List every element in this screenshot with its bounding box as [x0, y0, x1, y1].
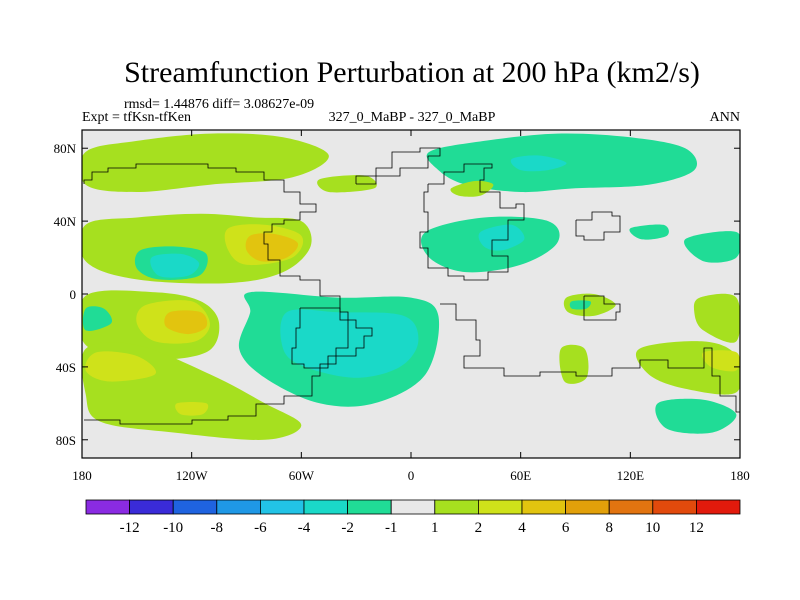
contour-region-level-2 [317, 175, 377, 193]
colorbar-label: 6 [562, 520, 570, 536]
experiment-label: Expt = tfKsn-tfKen [82, 110, 191, 125]
contour-region-level-6 [164, 310, 208, 335]
contour-region-level-2 [82, 133, 329, 192]
colorbar: -12 -10 -8 -6 -4 -2 -1 1 2 4 6 8 10 12 [85, 499, 741, 536]
colorbar-swatch [521, 499, 566, 515]
coastline [440, 303, 740, 432]
contour-region-level--2 [150, 253, 200, 278]
x-tick-label: 120E [617, 468, 645, 483]
coastline [83, 163, 349, 425]
contour-region-level--2 [478, 224, 525, 251]
contour-region-level-6 [245, 233, 299, 262]
x-tick-label: 0 [408, 468, 415, 483]
chart-title: Streamfunction Perturbation at 200 hPa (… [124, 56, 700, 89]
colorbar-swatch [390, 499, 436, 515]
coastlines [83, 147, 740, 432]
colorbar-label: -4 [298, 520, 311, 536]
y-axis: 80N 40N 0 40S 80S [54, 141, 740, 448]
coastline [419, 163, 525, 281]
colorbar-swatch [85, 499, 130, 515]
colorbar-label: -12 [120, 520, 140, 536]
contour-region-level--1 [655, 398, 737, 434]
colorbar-label: 2 [475, 520, 483, 536]
colorbar-swatch [477, 499, 523, 515]
coastline [575, 211, 621, 241]
colorbar-swatch [434, 499, 479, 515]
contour-region-level-4 [175, 401, 209, 416]
colorbar-swatch [216, 499, 261, 515]
colorbar-swatch [608, 499, 654, 515]
colorbar-swatch [172, 499, 218, 515]
x-tick-label: 60E [510, 468, 531, 483]
contour-region-level--1 [569, 300, 592, 310]
colorbar-label: -6 [254, 520, 267, 536]
colorbar-swatch [565, 499, 610, 515]
contour-region-level-2 [693, 293, 740, 343]
y-tick-label: 40N [54, 214, 77, 229]
colorbar-label: 4 [518, 520, 526, 536]
contour-region-level-4 [85, 351, 157, 382]
y-tick-label: 0 [70, 287, 77, 302]
colorbar-label: -2 [341, 520, 354, 536]
colorbar-swatch [259, 499, 305, 515]
case-label: 327_0_MaBP - 327_0_MaBP [329, 110, 496, 125]
contour-region-level-2 [450, 180, 494, 197]
y-tick-label: 40S [56, 360, 76, 375]
x-tick-label: 180 [72, 468, 92, 483]
x-tick-label: 120W [176, 468, 209, 483]
colorbar-swatch [129, 499, 174, 515]
colorbar-label: 12 [689, 520, 704, 536]
contour-region-level--1 [629, 224, 669, 240]
contour-region-level--1 [82, 306, 113, 331]
colorbar-label: 8 [605, 520, 613, 536]
colorbar-swatch [652, 499, 697, 515]
contour-region-level-4 [702, 350, 740, 372]
x-axis: 180 120W 60W 0 60E 120E 180 [72, 130, 750, 483]
colorbar-swatch [347, 499, 392, 515]
stats-line: rmsd= 1.44876 diff= 3.08627e-09 [124, 97, 314, 112]
y-tick-label: 80S [56, 433, 76, 448]
season-label: ANN [710, 110, 740, 125]
coastline [291, 307, 373, 369]
y-tick-label: 80N [54, 141, 77, 156]
colorbar-label: 1 [431, 520, 439, 536]
x-tick-label: 60W [289, 468, 315, 483]
colorbar-label: -8 [211, 520, 224, 536]
x-tick-label: 180 [730, 468, 750, 483]
colorbar-label: -10 [163, 520, 183, 536]
colorbar-label: 10 [645, 520, 660, 536]
coastline [583, 295, 621, 321]
colorbar-swatch [303, 499, 348, 515]
colorbar-swatch [696, 499, 741, 515]
coastline [355, 147, 441, 185]
contour-region-level--2 [280, 309, 419, 378]
colorbar-label: -1 [385, 520, 398, 536]
contour-region-level--1 [684, 231, 740, 263]
contour-region-level-2 [559, 344, 589, 384]
contour-region-level--2 [510, 155, 567, 172]
contour-fills [82, 133, 740, 440]
